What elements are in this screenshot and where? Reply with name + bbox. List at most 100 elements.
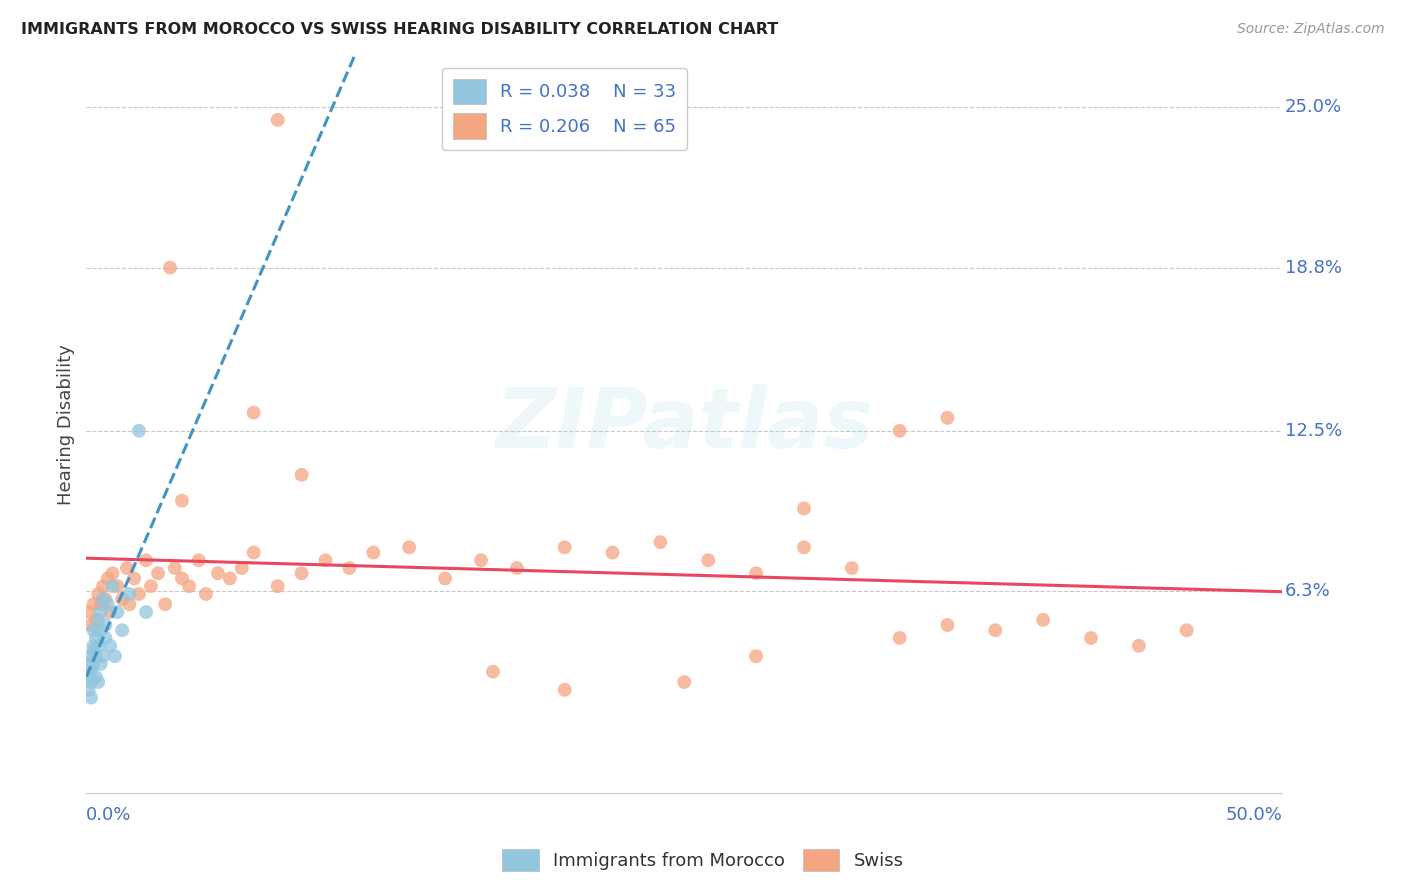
- Point: [1128, 639, 1150, 653]
- Point: [77, 682, 100, 697]
- Point: [697, 553, 720, 567]
- Text: 12.5%: 12.5%: [1285, 422, 1341, 440]
- Point: [179, 579, 201, 593]
- Point: [290, 566, 312, 581]
- Point: [1080, 631, 1102, 645]
- Point: [936, 410, 959, 425]
- Point: [98, 639, 121, 653]
- Point: [170, 571, 193, 585]
- Point: [118, 587, 141, 601]
- Point: [87, 639, 110, 653]
- Point: [122, 571, 145, 585]
- Point: [97, 597, 120, 611]
- Point: [554, 682, 576, 697]
- Point: [118, 597, 141, 611]
- Point: [82, 657, 104, 671]
- Point: [84, 631, 107, 645]
- Point: [290, 467, 312, 482]
- Legend: R = 0.038    N = 33, R = 0.206    N = 65: R = 0.038 N = 33, R = 0.206 N = 65: [443, 68, 688, 150]
- Point: [91, 579, 114, 593]
- Point: [84, 649, 107, 664]
- Point: [793, 501, 815, 516]
- Point: [315, 553, 337, 567]
- Point: [650, 535, 672, 549]
- Point: [554, 541, 576, 555]
- Point: [84, 670, 107, 684]
- Point: [115, 561, 138, 575]
- Point: [470, 553, 492, 567]
- Point: [90, 624, 112, 638]
- Point: [87, 587, 110, 601]
- Point: [104, 649, 127, 664]
- Point: [673, 675, 696, 690]
- Point: [77, 670, 100, 684]
- Text: IMMIGRANTS FROM MOROCCO VS SWISS HEARING DISABILITY CORRELATION CHART: IMMIGRANTS FROM MOROCCO VS SWISS HEARING…: [21, 22, 779, 37]
- Point: [82, 597, 104, 611]
- Point: [363, 545, 385, 559]
- Point: [889, 424, 911, 438]
- Point: [1175, 624, 1198, 638]
- Point: [90, 597, 112, 611]
- Point: [242, 545, 264, 559]
- Point: [218, 571, 240, 585]
- Point: [77, 605, 100, 619]
- Point: [159, 260, 181, 275]
- Point: [90, 657, 112, 671]
- Point: [194, 587, 217, 601]
- Point: [111, 624, 134, 638]
- Point: [745, 649, 768, 664]
- Point: [82, 639, 104, 653]
- Point: [94, 631, 117, 645]
- Point: [266, 579, 288, 593]
- Text: 50.0%: 50.0%: [1226, 806, 1282, 824]
- Point: [207, 566, 229, 581]
- Point: [82, 644, 104, 658]
- Point: [97, 571, 120, 585]
- Text: Source: ZipAtlas.com: Source: ZipAtlas.com: [1237, 22, 1385, 37]
- Point: [90, 605, 112, 619]
- Text: ZIPatlas: ZIPatlas: [495, 384, 873, 465]
- Point: [105, 605, 128, 619]
- Point: [339, 561, 361, 575]
- Point: [506, 561, 529, 575]
- Point: [80, 665, 103, 679]
- Point: [155, 597, 177, 611]
- Point: [128, 424, 150, 438]
- Point: [94, 592, 117, 607]
- Point: [135, 553, 157, 567]
- Point: [139, 579, 162, 593]
- Text: 6.3%: 6.3%: [1285, 582, 1330, 600]
- Text: 0.0%: 0.0%: [86, 806, 132, 824]
- Point: [80, 649, 103, 664]
- Point: [80, 675, 103, 690]
- Legend: Immigrants from Morocco, Swiss: Immigrants from Morocco, Swiss: [495, 842, 911, 879]
- Point: [242, 406, 264, 420]
- Point: [135, 605, 157, 619]
- Point: [146, 566, 169, 581]
- Text: 18.8%: 18.8%: [1285, 259, 1341, 277]
- Point: [94, 618, 117, 632]
- Point: [80, 618, 103, 632]
- Point: [841, 561, 863, 575]
- Point: [101, 579, 124, 593]
- Point: [434, 571, 457, 585]
- Point: [98, 605, 121, 619]
- Point: [170, 493, 193, 508]
- Point: [793, 541, 815, 555]
- Point: [105, 579, 128, 593]
- Point: [77, 657, 100, 671]
- Point: [602, 545, 624, 559]
- Point: [984, 624, 1007, 638]
- Point: [187, 553, 209, 567]
- Point: [101, 566, 124, 581]
- Point: [482, 665, 505, 679]
- Point: [163, 561, 186, 575]
- Point: [87, 613, 110, 627]
- Y-axis label: Hearing Disability: Hearing Disability: [58, 343, 75, 505]
- Point: [231, 561, 253, 575]
- Point: [82, 624, 104, 638]
- Point: [1032, 613, 1054, 627]
- Point: [398, 541, 420, 555]
- Point: [80, 690, 103, 705]
- Point: [128, 587, 150, 601]
